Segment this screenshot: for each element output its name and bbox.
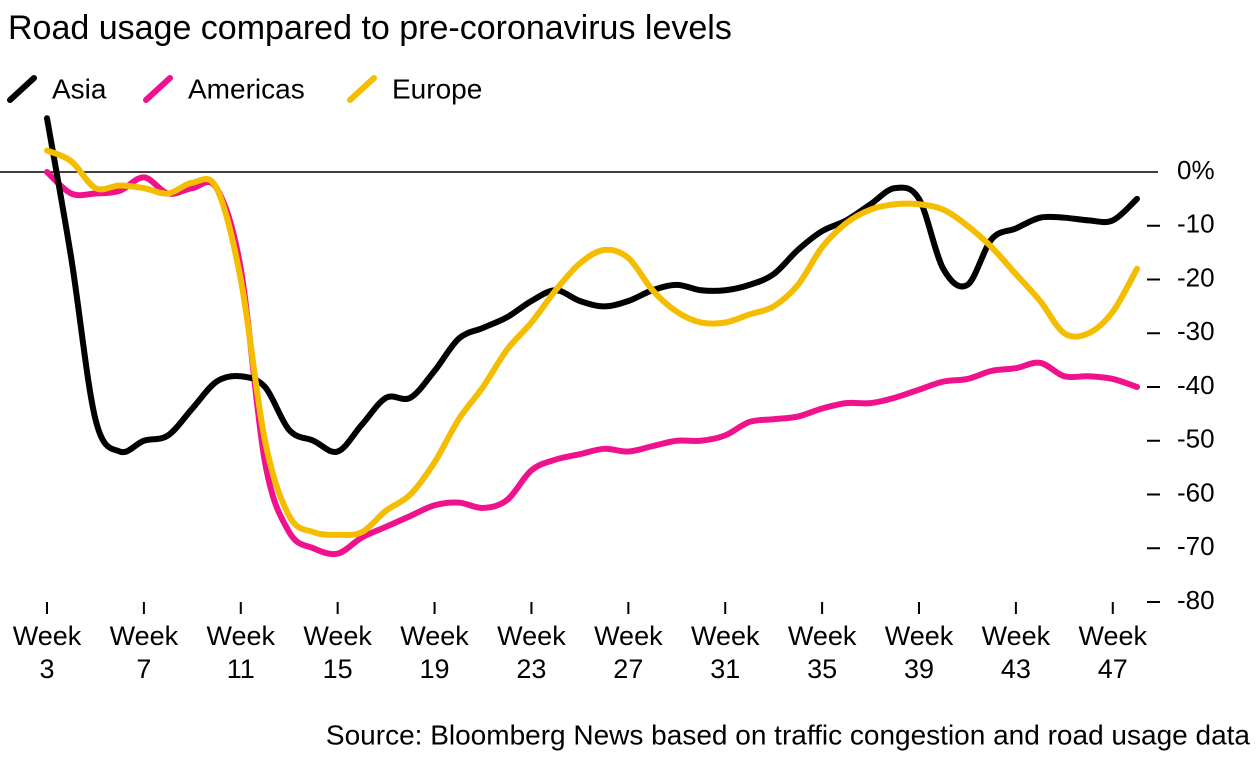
x-tick-label: Week 47 bbox=[1078, 621, 1148, 684]
legend-label: Europe bbox=[392, 73, 482, 104]
series-line bbox=[44, 147, 1140, 539]
source: Source: Bloomberg News based on traffic … bbox=[326, 719, 1250, 750]
legend-label: Asia bbox=[52, 73, 107, 104]
y-tick-label: 0% bbox=[1177, 155, 1215, 185]
legend-swatch bbox=[7, 75, 37, 103]
y-tick-label: -40 bbox=[1177, 370, 1215, 400]
x-tick-label: Week 43 bbox=[981, 621, 1051, 684]
legend-swatch bbox=[143, 75, 173, 103]
x-tick-label: Week 35 bbox=[787, 621, 857, 684]
x-tick-label: Week 7 bbox=[109, 621, 179, 684]
x-tick-label: Week 15 bbox=[303, 621, 372, 684]
y-tick-label: -10 bbox=[1177, 209, 1215, 239]
x-tick-label: Week 31 bbox=[690, 621, 760, 684]
legend-swatch bbox=[347, 75, 377, 103]
legend-label: Americas bbox=[188, 73, 305, 104]
series-line bbox=[44, 115, 1140, 456]
chart-title: Road usage compared to pre-coronavirus l… bbox=[8, 9, 732, 47]
x-tick-label: Week 3 bbox=[12, 621, 82, 684]
y-tick-label: -50 bbox=[1177, 424, 1215, 454]
x-tick-label: Week 27 bbox=[594, 621, 663, 684]
y-tick-label: -30 bbox=[1177, 316, 1215, 346]
x-tick-label: Week 19 bbox=[400, 621, 469, 684]
y-tick-label: -60 bbox=[1177, 477, 1215, 507]
y-tick-label: -80 bbox=[1177, 585, 1215, 615]
x-tick-label: Week 39 bbox=[884, 621, 954, 684]
y-tick-label: -20 bbox=[1177, 262, 1215, 292]
y-tick-label: -70 bbox=[1177, 531, 1215, 561]
x-tick-label: Week 23 bbox=[497, 621, 566, 684]
x-tick-label: Week 11 bbox=[206, 621, 276, 684]
